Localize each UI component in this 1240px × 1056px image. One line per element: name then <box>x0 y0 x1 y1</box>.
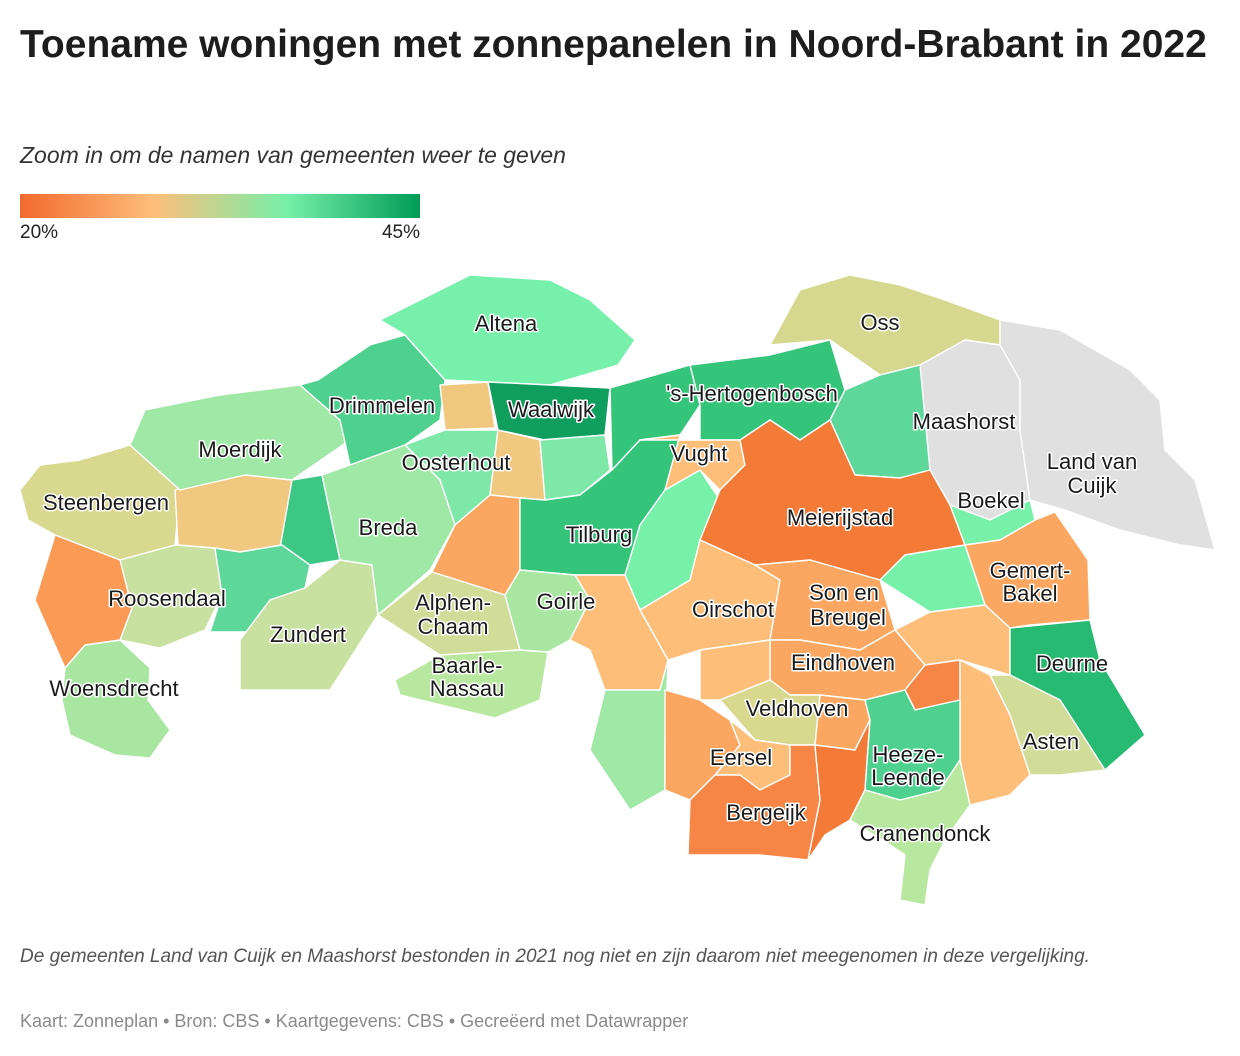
label-son-en-breugel-line2: Breugel <box>810 605 886 630</box>
label-boekel: Boekel <box>957 488 1024 513</box>
label-goirle: Goirle <box>537 589 596 614</box>
label-land-van-cuijk-line2: Cuijk <box>1068 473 1118 498</box>
label-woensdrecht: Woensdrecht <box>49 676 178 701</box>
label-maashorst: Maashorst <box>913 409 1016 434</box>
label-gemert-bakel-line1: Gemert- <box>990 558 1071 583</box>
legend-labels: 20% 45% <box>20 218 420 244</box>
label-oosterhout: Oosterhout <box>402 450 511 475</box>
label-waalwijk: Waalwijk <box>508 397 595 422</box>
region-geertruidenberg[interactable] <box>439 381 496 431</box>
label-gemert-bakel-line2: Bakel <box>1002 581 1057 606</box>
label-son-en-breugel-line1: Son en <box>809 580 879 605</box>
region-laarbeek[interactable] <box>879 544 986 613</box>
label-drimmelen: Drimmelen <box>329 393 435 418</box>
label-land-van-cuijk-line1: Land van <box>1047 449 1138 474</box>
label-alphen-chaam-line2: Chaam <box>418 614 489 639</box>
label-eindhoven: Eindhoven <box>791 650 895 675</box>
region-bergen-op-zoom[interactable] <box>34 534 133 669</box>
region-cranendonck[interactable] <box>849 759 971 906</box>
label-baarle-nassau-line2: Nassau <box>430 676 505 701</box>
label-tilburg: Tilburg <box>566 522 632 547</box>
chart-title: Toename woningen met zonnepanelen in Noo… <box>20 23 1207 66</box>
color-legend: 20% 45% <box>20 194 420 244</box>
region-altena[interactable] <box>379 274 636 386</box>
region-etten-leur[interactable] <box>279 474 341 566</box>
label-s-hertogenbosch: 's-Hertogenbosch <box>666 381 838 406</box>
legend-gradient-bar <box>20 194 420 218</box>
chart-subtitle: Zoom in om de namen van gemeenten weer t… <box>20 142 566 168</box>
region-land-van-cuijk[interactable] <box>999 319 1216 551</box>
legend-min-label: 20% <box>20 222 59 243</box>
label-oirschot: Oirschot <box>692 597 774 622</box>
label-deurne: Deurne <box>1036 651 1108 676</box>
legend-max-label: 45% <box>381 222 420 243</box>
label-bergeijk: Bergeijk <box>726 800 806 825</box>
label-steenbergen: Steenbergen <box>43 490 169 515</box>
region-breda[interactable] <box>321 444 456 616</box>
label-heeze-leende-line2: Leende <box>871 765 944 790</box>
label-zundert: Zundert <box>270 622 346 647</box>
label-roosendaal: Roosendaal <box>108 586 225 611</box>
label-altena: Altena <box>475 311 538 336</box>
label-baarle-nassau-line1: Baarle- <box>432 653 503 678</box>
label-meierijstad: Meierijstad <box>787 505 893 530</box>
label-vught: Vught <box>671 441 728 466</box>
label-alphen-chaam-line1: Alphen- <box>415 590 491 615</box>
label-veldhoven: Veldhoven <box>746 696 849 721</box>
municipality-map[interactable]: Altena Oss Drimmelen Waalwijk 's-Hertoge… <box>0 260 1240 920</box>
label-asten: Asten <box>1023 729 1079 754</box>
label-eersel: Eersel <box>710 745 772 770</box>
label-moerdijk: Moerdijk <box>198 437 282 462</box>
footnote: De gemeenten Land van Cuijk en Maashorst… <box>20 946 1090 967</box>
label-oss: Oss <box>860 310 899 335</box>
source-credits: Kaart: Zonneplan • Bron: CBS • Kaartgege… <box>20 1011 689 1031</box>
label-cranendonck: Cranendonck <box>860 821 992 846</box>
label-breda: Breda <box>359 515 418 540</box>
label-heeze-leende-line1: Heeze- <box>873 742 944 767</box>
